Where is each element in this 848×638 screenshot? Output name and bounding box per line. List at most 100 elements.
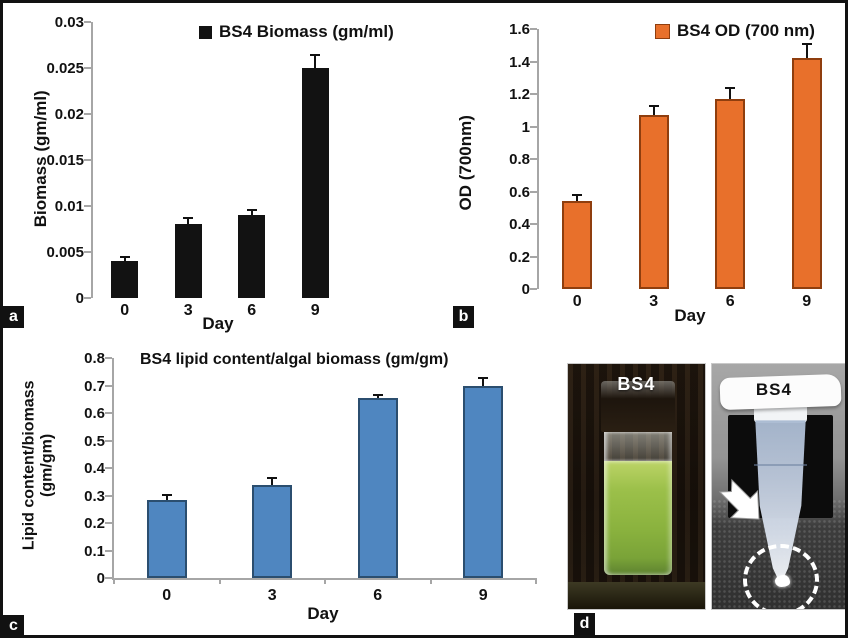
- panel-label-b: b: [453, 306, 474, 328]
- y-tick-mark: [105, 357, 112, 359]
- error-bar-stem: [805, 45, 808, 59]
- y-tick-mark: [530, 158, 537, 160]
- x-tick-mark: [113, 578, 115, 584]
- bar-day-9: [463, 385, 504, 578]
- panel-label-a: a: [3, 306, 24, 328]
- x-category-label: 9: [478, 587, 488, 604]
- y-tick-mark: [105, 577, 112, 579]
- chart-title-c: BS4 lipid content/algal biomass (gm/gm): [140, 351, 449, 368]
- vial-glass-neck: [603, 431, 673, 462]
- tube-bs4-label: BS4: [755, 379, 792, 399]
- y-tick-label: 0.01: [54, 198, 84, 215]
- x-category-label: 6: [725, 293, 735, 310]
- photo-floor-reflection: [568, 582, 705, 609]
- error-bar-day-6: [246, 208, 257, 216]
- y-tick-mark: [84, 21, 91, 23]
- glass-vial: [600, 381, 675, 592]
- bar-day-9: [301, 68, 329, 298]
- arrow-icon: [718, 478, 760, 520]
- x-axis-title-a: Day: [202, 314, 234, 333]
- plot-area-a: 0 0.005 0.01 0.015 0.02 0.025 0.03 0 3 6 9: [46, 15, 347, 319]
- bar-day-6: [357, 397, 398, 578]
- x-category-label: 0: [162, 587, 172, 604]
- error-bar-stem: [165, 496, 168, 500]
- bar-day-6: [238, 215, 266, 298]
- panel-label-c: c: [3, 615, 24, 635]
- error-bar-day-3: [648, 105, 659, 116]
- y-tick-label: 0.7: [84, 377, 105, 395]
- bar-day-3: [252, 484, 293, 578]
- error-bar-stem: [271, 479, 274, 485]
- error-bar-day-0: [161, 494, 172, 500]
- y-tick-label: 0.02: [54, 106, 84, 123]
- error-bar-day-0: [572, 194, 583, 202]
- y-tick-label: 0.005: [46, 244, 84, 261]
- y-tick-label: 0.2: [509, 248, 530, 266]
- x-category-label: 9: [802, 293, 812, 310]
- x-tick-mark: [324, 578, 326, 584]
- y-tick-label: 0.025: [46, 60, 84, 77]
- y-tick-label: 0.8: [84, 350, 105, 367]
- error-bar-stem: [729, 89, 732, 99]
- error-bar-stem: [123, 258, 126, 262]
- y-tick-mark: [84, 159, 91, 161]
- legend-b: BS4 OD (700 nm): [655, 21, 815, 41]
- y-tick-mark: [105, 494, 112, 497]
- x-category-label: 3: [183, 302, 193, 319]
- x-tick-mark: [429, 578, 432, 584]
- error-bar-day-3: [183, 216, 194, 225]
- error-bar-stem: [376, 395, 379, 398]
- error-bar-day-9: [801, 43, 812, 59]
- bar-day-3: [638, 115, 669, 289]
- legend-swatch-a: [199, 25, 212, 39]
- y-tick-mark: [105, 467, 112, 469]
- y-tick-label: 0.3: [84, 487, 105, 505]
- y-tick-mark: [530, 93, 537, 95]
- y-tick-label: 0.03: [54, 14, 84, 31]
- y-tick-label: 1.4: [509, 53, 530, 71]
- y-tick-mark: [105, 549, 112, 552]
- x-tick-mark: [218, 578, 221, 584]
- error-bar-day-3: [267, 477, 278, 485]
- y-tick-label: 0.1: [84, 542, 105, 560]
- y-tick-mark: [105, 522, 112, 524]
- y-tick-mark: [105, 384, 112, 387]
- y-tick-label: 0: [521, 281, 530, 298]
- error-bar-stem: [652, 107, 655, 116]
- y-tick-label: 0.4: [509, 216, 530, 233]
- y-tick-mark: [105, 412, 112, 414]
- x-axis-title-b: Day: [674, 306, 706, 325]
- x-category-label: 6: [373, 587, 383, 604]
- dashed-highlight-circle: [742, 543, 819, 609]
- y-tick-mark: [530, 60, 537, 63]
- y-tick-label: 0: [75, 290, 84, 307]
- panel-label-d: d: [574, 613, 595, 635]
- vial-bs4-label: BS4: [617, 373, 656, 394]
- y-tick-label: 1.6: [509, 21, 530, 38]
- bar-day-3: [174, 224, 202, 298]
- error-bar-day-9: [478, 377, 489, 386]
- y-tick-label: 1: [521, 118, 530, 136]
- y-tick-mark: [84, 113, 91, 115]
- y-tick-label: 0.6: [509, 183, 530, 201]
- photo-lipid-pellet-tube: BS4: [711, 363, 845, 610]
- error-bar-stem: [187, 218, 190, 225]
- y-tick-mark: [530, 190, 537, 193]
- y-tick-label: 0: [96, 570, 105, 587]
- bar-day-9: [791, 58, 822, 289]
- plot-area-b: 0 0.2 0.4 0.6 0.8 1 1.2 1.4 1.6 0 3 6 9: [509, 22, 845, 310]
- bar-day-0: [562, 201, 593, 289]
- tube-liquid-line: [754, 464, 807, 467]
- error-bar-day-6: [725, 87, 736, 99]
- y-tick-mark: [84, 251, 91, 253]
- y-tick-label: 0.8: [509, 151, 530, 168]
- y-tick-mark: [84, 205, 91, 207]
- y-tick-label: 0.4: [84, 460, 105, 477]
- error-bar-day-9: [310, 54, 321, 68]
- y-tick-label: 1.2: [509, 86, 530, 103]
- error-bar-stem: [250, 210, 253, 216]
- plot-area-c: 0 0.1 0.2 0.3 0.4 0.5 0.6 0.7 0.8 0 3 6 9: [84, 351, 537, 604]
- y-tick-mark: [530, 255, 537, 258]
- photo-green-culture-vial: BS4: [567, 363, 706, 610]
- error-bar-day-0: [119, 256, 130, 262]
